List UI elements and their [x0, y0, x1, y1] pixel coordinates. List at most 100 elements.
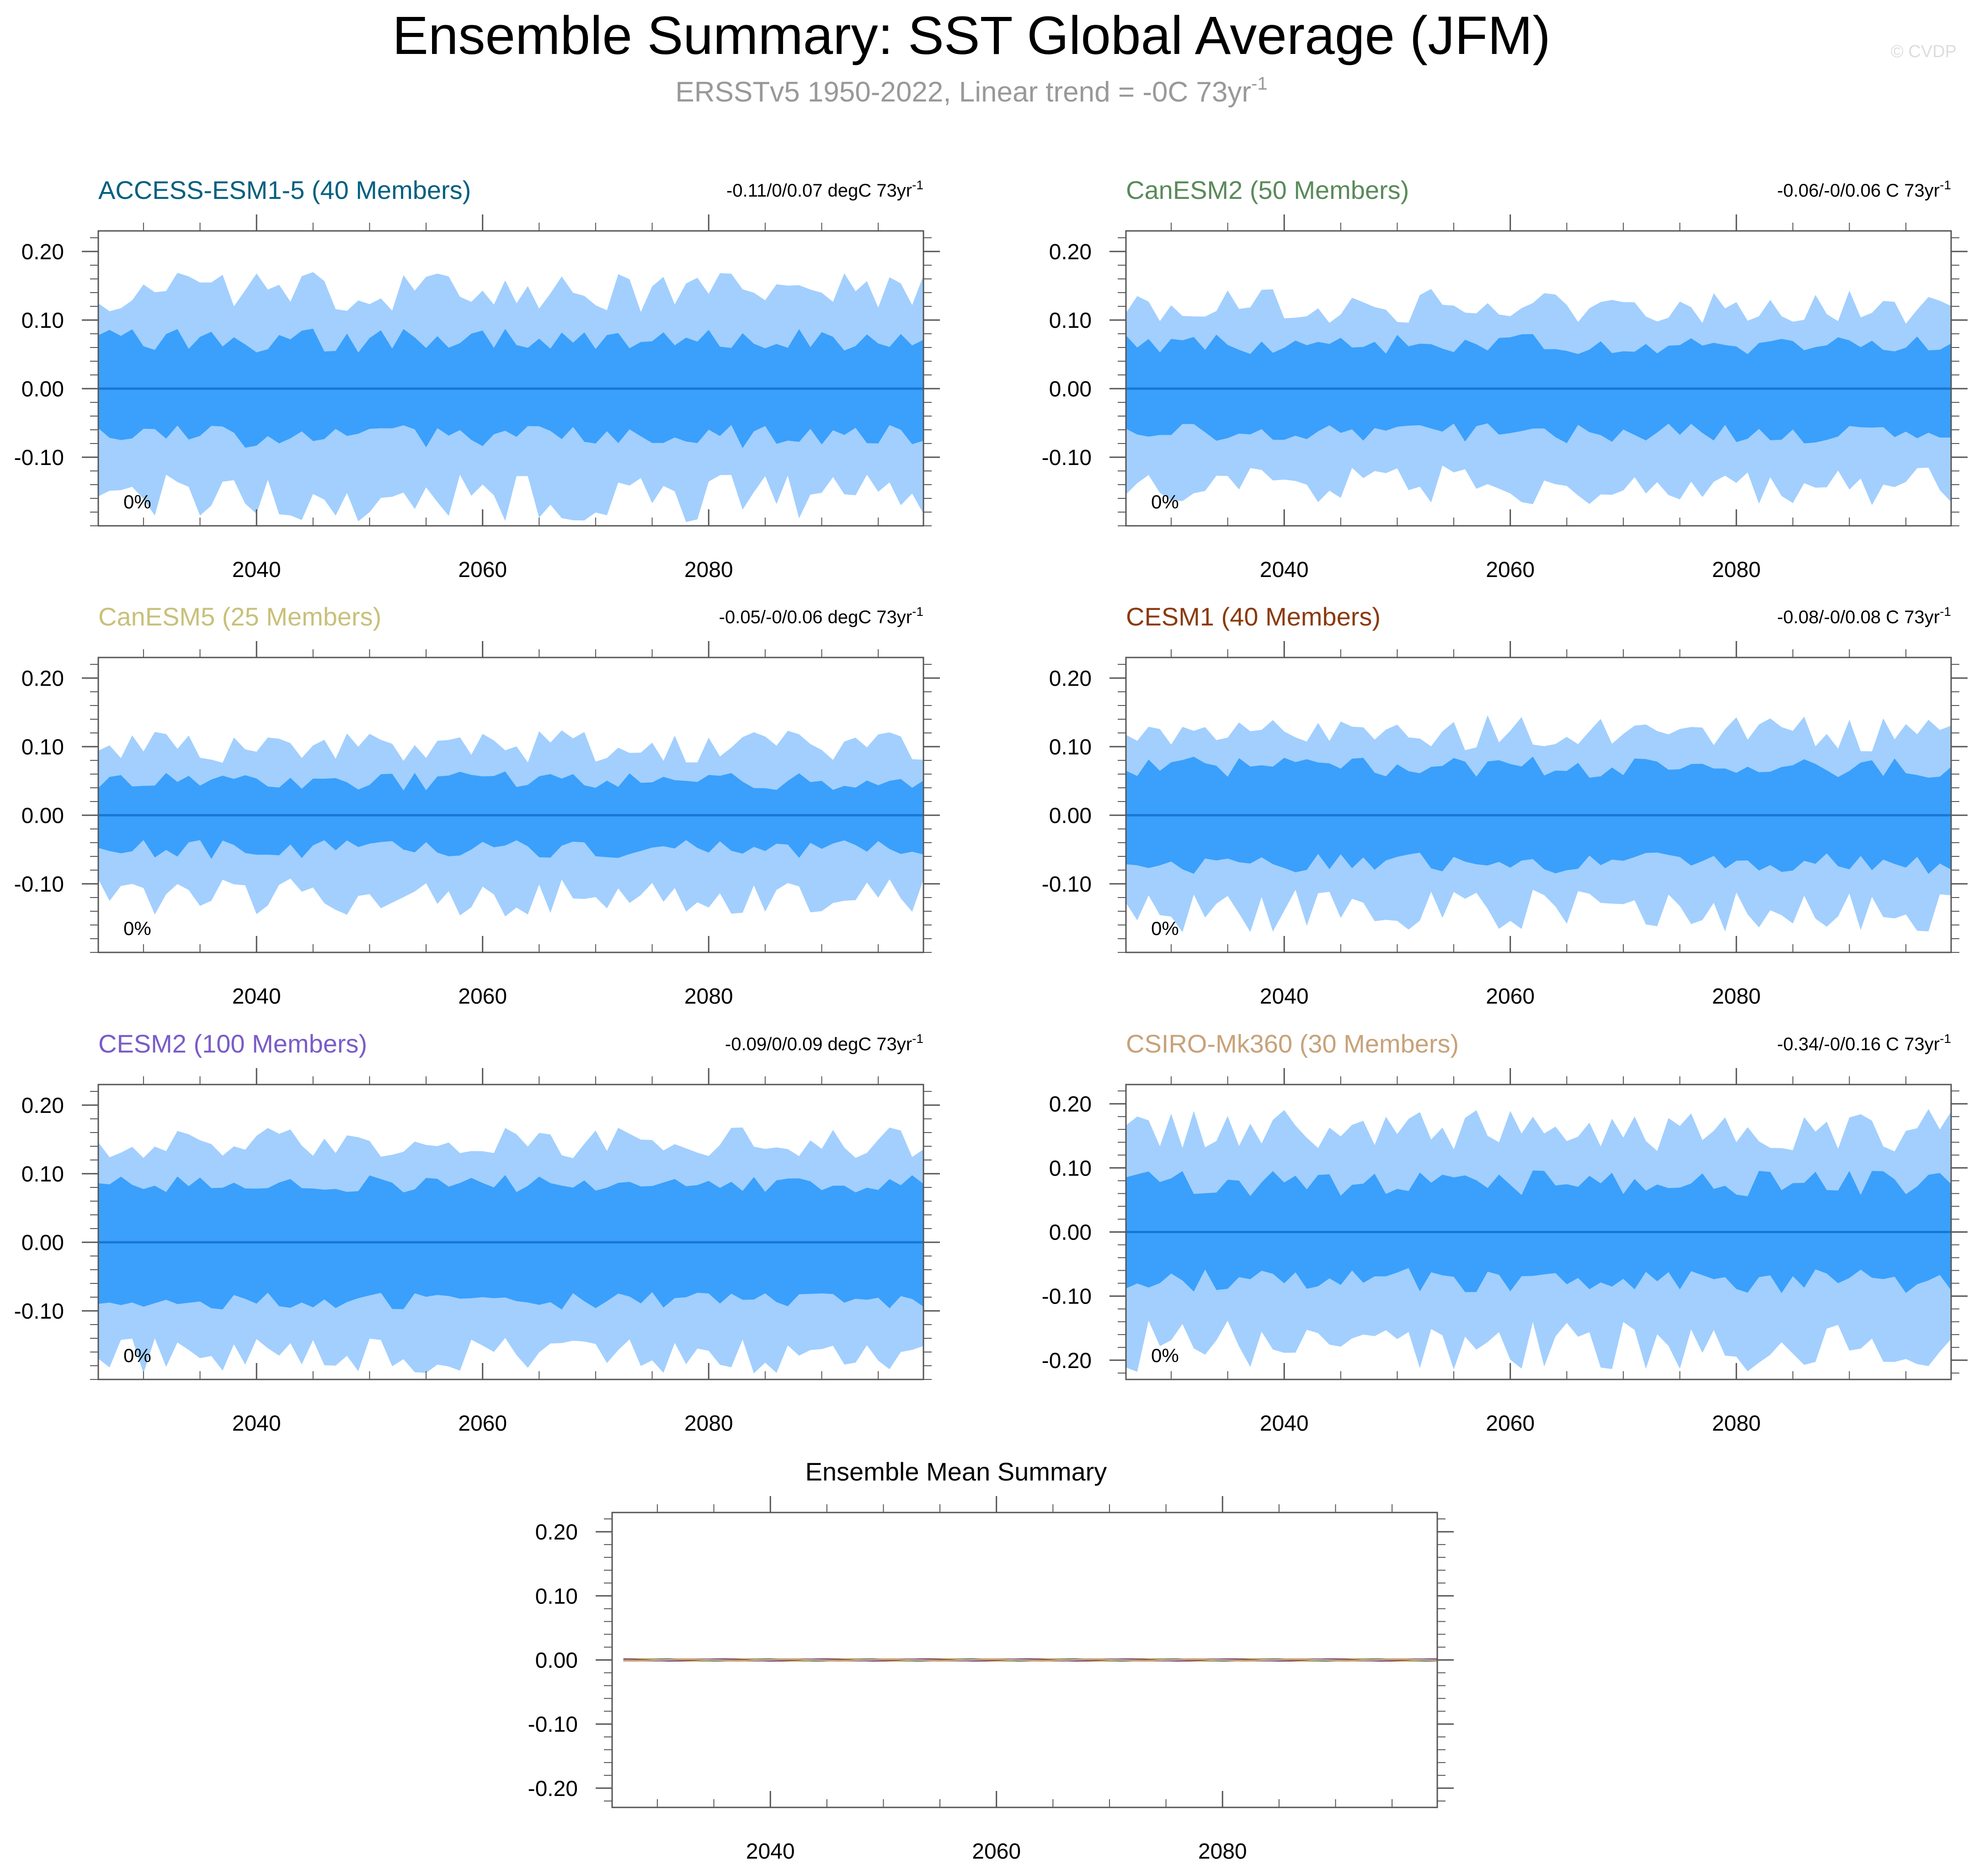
y-tick-label: 0.00	[1049, 377, 1092, 401]
trend-label-sup: -1	[1940, 178, 1951, 192]
trend-label: -0.05/-0/0.06 degC 73yr-1	[719, 604, 923, 627]
y-tick-label: -0.10	[1042, 1285, 1092, 1309]
y-tick-label: 0.20	[535, 1520, 578, 1545]
trend-label-sup: -1	[1940, 604, 1951, 619]
figure-subtitle: ERSSTv5 1950-2022, Linear trend = -0C 73…	[675, 74, 1267, 108]
y-tick-label: 0.10	[21, 309, 64, 333]
x-tick-label: 2060	[458, 984, 507, 1009]
panel-canesm5: CanESM5 (25 Members) -0.05/-0/0.06 degC 7…	[14, 602, 940, 1009]
y-tick-label: 0.10	[1049, 1156, 1092, 1181]
x-tick-label: 2040	[746, 1839, 795, 1864]
trend-label: -0.08/-0/0.08 C 73yr-1	[1777, 604, 1951, 627]
x-tick-label: 2080	[1198, 1839, 1247, 1864]
x-tick-label: 2080	[684, 984, 733, 1009]
percent-label: 0%	[123, 491, 151, 513]
panels: ACCESS-ESM1-5 (40 Members) -0.11/0/0.07 d…	[14, 176, 1968, 1864]
percent-label: 0%	[123, 918, 151, 939]
trend-label-main: -0.34/-0/0.16 C 73yr	[1777, 1034, 1940, 1054]
plot-frame	[97, 1084, 924, 1380]
percent-label: 0%	[1151, 1345, 1179, 1366]
panel-canesm2: CanESM2 (50 Members) -0.06/-0/0.06 C 73yr…	[1042, 176, 1968, 582]
trend-label: -0.09/0/0.09 degC 73yr-1	[725, 1032, 923, 1054]
x-tick-label: 2040	[1260, 1411, 1309, 1436]
series-line-csiro-mk360	[623, 1658, 1438, 1662]
y-tick-label: -0.10	[14, 446, 64, 470]
model-name: ACCESS-ESM1-5 (40 Members)	[98, 176, 471, 204]
x-tick-label: 2060	[972, 1839, 1021, 1864]
percent-label: 0%	[1151, 491, 1179, 513]
y-tick-label: 0.10	[21, 1162, 64, 1187]
y-tick-label: 0.10	[1049, 309, 1092, 333]
y-tick-label: 0.20	[21, 240, 64, 264]
x-tick-label: 2040	[232, 1411, 281, 1436]
model-name: CanESM2 (50 Members)	[1126, 176, 1409, 204]
y-tick-label: 0.00	[21, 804, 64, 828]
x-tick-label: 2040	[232, 984, 281, 1009]
y-tick-label: -0.10	[1042, 872, 1092, 897]
panel-cesm2: CESM2 (100 Members) -0.09/0/0.09 degC 73y…	[14, 1029, 940, 1436]
y-tick-label: 0.10	[535, 1584, 578, 1609]
plot-frame	[1125, 657, 1952, 953]
trend-label-sup: -1	[912, 1032, 923, 1046]
panel-access: ACCESS-ESM1-5 (40 Members) -0.11/0/0.07 d…	[14, 176, 940, 582]
y-tick-label: 0.00	[21, 377, 64, 401]
trend-label: -0.34/-0/0.16 C 73yr-1	[1777, 1032, 1951, 1054]
x-tick-label: 2060	[1486, 984, 1535, 1009]
x-tick-label: 2080	[684, 1411, 733, 1436]
y-tick-label: 0.10	[21, 735, 64, 759]
trend-label-sup: -1	[912, 178, 923, 192]
x-tick-label: 2040	[1260, 984, 1309, 1009]
panel-csiro: CSIRO-Mk360 (30 Members) -0.34/-0/0.16 C …	[1042, 1029, 1968, 1436]
y-tick-label: 0.00	[535, 1649, 578, 1673]
trend-label-main: -0.09/0/0.09 degC 73yr	[725, 1034, 912, 1054]
y-tick-label: 0.20	[1049, 240, 1092, 264]
y-tick-label: -0.20	[1042, 1349, 1092, 1373]
x-tick-label: 2060	[458, 558, 507, 582]
y-tick-label: 0.00	[21, 1231, 64, 1255]
trend-label-sup: -1	[912, 604, 923, 619]
model-name: CanESM5 (25 Members)	[98, 602, 381, 631]
y-tick-label: -0.10	[14, 872, 64, 897]
y-tick-label: 0.20	[21, 667, 64, 691]
panel-cesm1: CESM1 (40 Members) -0.08/-0/0.08 C 73yr-1…	[1042, 602, 1968, 1009]
model-name: CESM1 (40 Members)	[1126, 602, 1381, 631]
y-tick-label: -0.20	[528, 1777, 578, 1801]
y-tick-label: 0.10	[1049, 735, 1092, 759]
plot-frame	[1125, 230, 1952, 527]
x-tick-label: 2060	[1486, 558, 1535, 582]
model-name: CESM2 (100 Members)	[98, 1029, 367, 1058]
y-tick-label: -0.10	[1042, 446, 1092, 470]
y-tick-label: 0.20	[1049, 667, 1092, 691]
figure-title: Ensemble Summary: SST Global Average (JF…	[392, 5, 1551, 66]
plot-frame	[97, 657, 924, 953]
x-tick-label: 2080	[1712, 558, 1761, 582]
figure-subtitle-sup: -1	[1251, 74, 1268, 94]
x-tick-label: 2080	[1712, 984, 1761, 1009]
y-tick-label: -0.10	[14, 1299, 64, 1324]
panel-ensmean: Ensemble Mean Summary -0.20 -0.10 0.00 0.10 0…	[528, 1457, 1454, 1864]
trend-label-main: -0.06/-0/0.06 C 73yr	[1777, 181, 1940, 201]
trend-label-main: -0.11/0/0.07 degC 73yr	[726, 181, 912, 201]
model-name: CSIRO-Mk360 (30 Members)	[1126, 1029, 1459, 1058]
x-tick-label: 2040	[1260, 558, 1309, 582]
trend-label-main: -0.05/-0/0.06 degC 73yr	[719, 607, 912, 627]
trend-label: -0.11/0/0.07 degC 73yr-1	[726, 178, 923, 201]
trend-label: -0.06/-0/0.06 C 73yr-1	[1777, 178, 1951, 201]
x-tick-label: 2080	[1712, 1411, 1761, 1436]
y-tick-label: 0.20	[21, 1094, 64, 1118]
x-tick-label: 2060	[458, 1411, 507, 1436]
percent-label: 0%	[1151, 918, 1179, 939]
x-tick-label: 2060	[1486, 1411, 1535, 1436]
y-tick-label: 0.00	[1049, 804, 1092, 828]
panel-title: Ensemble Mean Summary	[805, 1457, 1107, 1486]
trend-label-sup: -1	[1940, 1032, 1951, 1046]
percent-label: 0%	[123, 1345, 151, 1366]
x-tick-label: 2040	[232, 558, 281, 582]
figure-subtitle-main: ERSSTv5 1950-2022, Linear trend = -0C 73…	[675, 76, 1251, 108]
watermark: © CVDP	[1891, 42, 1957, 61]
trend-label-main: -0.08/-0/0.08 C 73yr	[1777, 607, 1940, 627]
plot-frame	[97, 230, 924, 527]
x-tick-label: 2080	[684, 558, 733, 582]
y-tick-label: 0.00	[1049, 1221, 1092, 1245]
